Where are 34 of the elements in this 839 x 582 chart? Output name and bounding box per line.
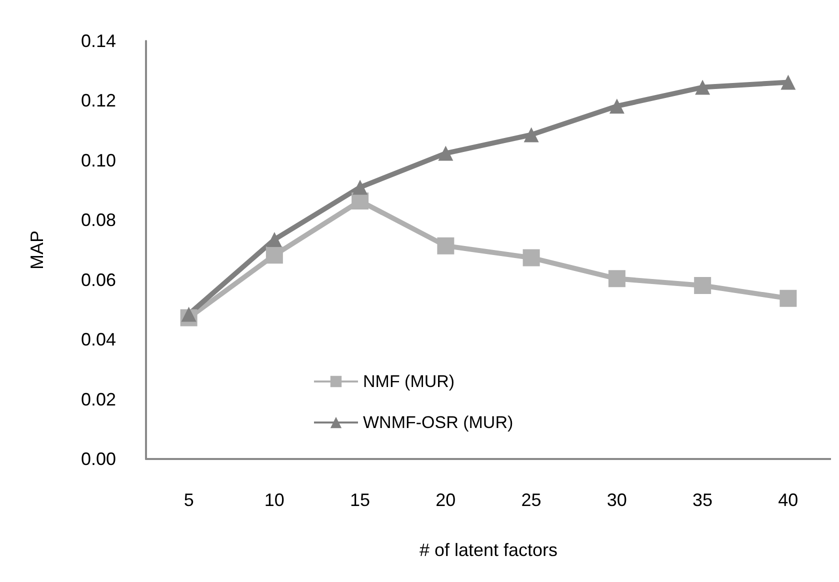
x-tick-label: 25 (521, 490, 542, 510)
point (266, 246, 283, 264)
y-tick-label: 0.04 (80, 330, 116, 350)
x-tick-label: 15 (350, 490, 370, 510)
x-tick-label: 5 (184, 490, 194, 510)
legend-label: NMF (MUR) (363, 372, 455, 391)
point (352, 180, 368, 195)
legend-label: WNMF-OSR (MUR) (363, 413, 514, 432)
x-tick-label: 40 (778, 490, 798, 510)
x-tick-label: 35 (692, 490, 713, 510)
point (524, 127, 539, 142)
point (694, 277, 712, 294)
x-tick-label: 20 (436, 490, 456, 510)
point (438, 146, 454, 161)
point (181, 306, 196, 322)
x-tick-label: 30 (606, 490, 627, 510)
y-tick-label: 0.00 (80, 449, 116, 469)
y-tick-label: 0.14 (80, 31, 116, 51)
y-axis-title: MAP (27, 230, 47, 270)
point (266, 232, 282, 248)
point (522, 249, 540, 266)
point (695, 80, 710, 95)
point (609, 98, 624, 114)
y-tick-label: 0.12 (80, 90, 116, 111)
y-tick-label: 0.02 (80, 389, 116, 410)
point (437, 237, 454, 254)
x-axis-title: # of latent factors (419, 540, 558, 560)
y-tick-label: 0.10 (80, 150, 116, 170)
y-tick-label: 0.08 (80, 210, 116, 230)
x-tick-label: 10 (264, 490, 284, 510)
y-tick-label: 0.06 (80, 270, 116, 290)
point (780, 290, 797, 307)
point (608, 270, 626, 288)
point (780, 74, 796, 90)
